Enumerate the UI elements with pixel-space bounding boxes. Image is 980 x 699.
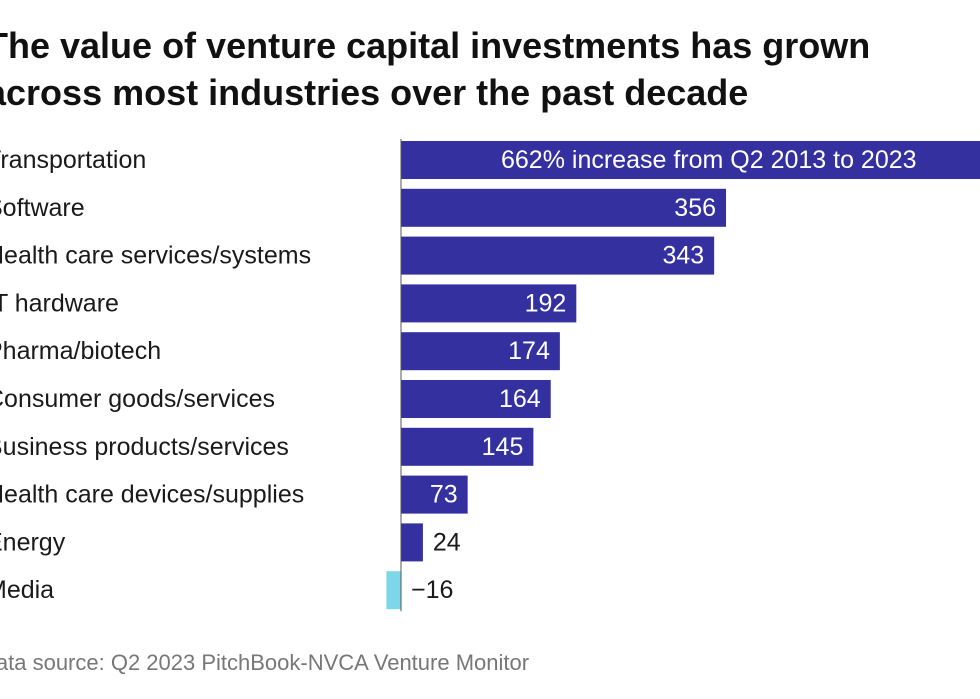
value-label-health-care-services-systems: 343: [662, 242, 704, 270]
value-label-business-products-services: 145: [482, 433, 524, 461]
category-label-media: Media: [0, 576, 54, 604]
value-label-health-care-devices-supplies: 73: [430, 481, 458, 509]
value-label-software: 356: [674, 194, 716, 222]
labels-layer: Transportation 662% increase from Q2 2013…: [0, 146, 917, 604]
category-label-pharma-biotech: Pharma/biotech: [0, 337, 161, 365]
category-label-health-care-services-systems: Health care services/systems: [0, 242, 311, 270]
value-label-consumer-goods-services: 164: [499, 385, 541, 413]
bar-pharma-biotech: [401, 332, 560, 371]
category-label-business-products-services: Business products/services: [0, 433, 289, 461]
bar-energy: [401, 523, 423, 562]
bar-transportation: [401, 141, 980, 179]
category-label-energy: Energy: [0, 528, 66, 556]
bar-health-care-devices-supplies: [401, 475, 468, 514]
value-label-energy: 24: [433, 528, 461, 556]
category-label-health-care-devices-supplies: Health care devices/supplies: [0, 481, 304, 509]
category-label-it-hardware: IT hardware: [0, 289, 119, 317]
data-source-note: Data source: Q2 2023 PitchBook-NVCA Vent…: [0, 650, 530, 675]
value-label-media: −16: [411, 576, 453, 604]
bar-it-hardware: [401, 284, 577, 323]
bar-health-care-services-systems: [401, 236, 715, 275]
category-label-transportation: Transportation: [0, 146, 146, 174]
bar-media: [386, 571, 401, 610]
category-label-consumer-goods-services: Consumer goods/services: [0, 385, 275, 413]
bar-business-products-services: [401, 427, 534, 466]
bars-layer: [386, 141, 980, 610]
bar-consumer-goods-services: [401, 380, 551, 418]
value-label-pharma-biotech: 174: [508, 337, 550, 365]
value-label-it-hardware: 192: [525, 289, 567, 317]
chart-title: The value of venture capital investments…: [0, 25, 871, 113]
value-label-transportation: 662% increase from Q2 2013 to 2023: [501, 146, 917, 174]
category-label-software: Software: [0, 194, 85, 222]
bar-software: [401, 188, 727, 227]
